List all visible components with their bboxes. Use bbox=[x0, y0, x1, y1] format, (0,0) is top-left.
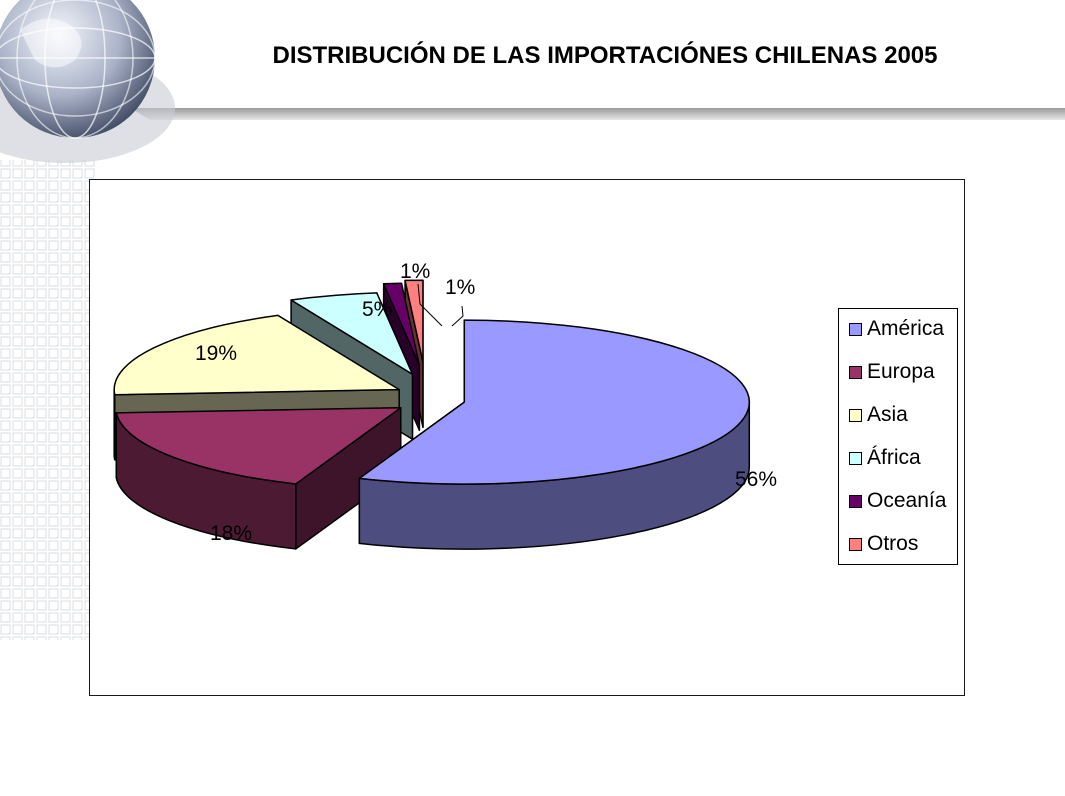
slide-title: DISTRIBUCIÓN DE LAS IMPORTACIÓNES CHILEN… bbox=[272, 42, 938, 69]
legend-label-otros: Otros bbox=[867, 532, 919, 555]
legend-swatch-asia bbox=[849, 409, 862, 422]
pie-slice-africa bbox=[290, 292, 414, 375]
leader-line-otros bbox=[451, 305, 464, 327]
legend-label-africa: África bbox=[867, 446, 921, 469]
data-label-america: 56% bbox=[735, 468, 777, 491]
pie-slice-oceania bbox=[382, 282, 421, 366]
data-label-asia: 19% bbox=[195, 342, 237, 365]
background-grid-pattern bbox=[0, 160, 95, 640]
globe-icon bbox=[0, 0, 156, 139]
legend-label-oceania: Oceanía bbox=[867, 489, 947, 512]
legend-swatch-oceania bbox=[849, 495, 862, 508]
header-bar bbox=[130, 108, 1065, 120]
legend-swatch-africa bbox=[849, 452, 862, 465]
pie-slice-europa bbox=[115, 406, 402, 485]
legend-swatch-america bbox=[849, 323, 862, 336]
chart-area: 56% 18% 19% 5% 1% 1% América Europa Asia Áfri… bbox=[89, 179, 965, 696]
chart-legend: América Europa Asia África Oceanía Otros bbox=[838, 308, 958, 565]
legend-label-asia: Asia bbox=[867, 403, 908, 426]
leader-line-oceania bbox=[417, 283, 443, 327]
legend-label-europa: Europa bbox=[867, 360, 935, 383]
pie-chart: 56% 18% 19% 5% 1% 1% bbox=[113, 260, 777, 550]
pie-slice-otros bbox=[404, 279, 424, 364]
pie-slice-asia bbox=[113, 314, 400, 396]
pie-slice-america bbox=[358, 319, 751, 485]
data-label-oceania: 1% bbox=[400, 260, 430, 283]
data-label-otros: 1% bbox=[445, 276, 475, 299]
legend-label-america: América bbox=[867, 317, 945, 340]
data-label-africa: 5% bbox=[362, 298, 392, 321]
legend-swatch-europa bbox=[849, 366, 862, 379]
pie-slice-wall-asia bbox=[113, 388, 116, 461]
legend-swatch-otros bbox=[849, 538, 862, 551]
data-label-europa: 18% bbox=[210, 522, 252, 545]
